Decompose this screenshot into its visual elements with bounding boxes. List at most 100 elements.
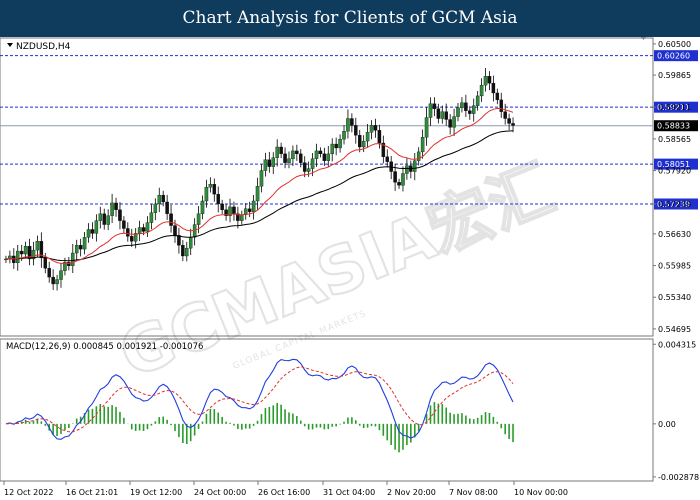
candle-body xyxy=(444,111,448,120)
candle-body xyxy=(401,173,405,186)
candle-body xyxy=(468,110,472,114)
candle-body xyxy=(196,213,201,225)
candle-body xyxy=(369,125,374,133)
level-price-tag xyxy=(654,101,698,113)
candle-body xyxy=(322,153,327,161)
candle-body xyxy=(165,201,169,214)
candle-body xyxy=(511,123,515,126)
price-panel xyxy=(0,37,654,337)
candle-body xyxy=(420,137,425,153)
candle-body xyxy=(177,235,181,246)
candle-body xyxy=(67,262,71,266)
candle-body xyxy=(98,213,103,221)
candle-body xyxy=(361,140,366,148)
candle-body xyxy=(460,102,464,108)
candle-body xyxy=(326,153,331,161)
candle-body xyxy=(334,143,338,149)
price-tick-label: 0.60500 xyxy=(658,40,691,49)
candle-body xyxy=(464,102,468,111)
price-tick-label: 0.55340 xyxy=(658,293,691,302)
level-price-label: 0.57239 xyxy=(657,200,690,209)
candle-body xyxy=(405,165,409,174)
macd-panel xyxy=(0,338,654,482)
candle-body xyxy=(251,200,256,212)
x-tick-label: 26 Oct 16:00 xyxy=(258,488,310,497)
ema-short-line xyxy=(5,107,514,265)
candle-body xyxy=(86,229,91,238)
level-price-label: 0.59211 xyxy=(657,103,690,112)
candle-body xyxy=(122,220,126,229)
candle-body xyxy=(247,208,252,212)
candle-body xyxy=(271,157,276,167)
candle-body xyxy=(310,158,315,169)
candle-body xyxy=(283,153,287,163)
candle-body xyxy=(35,241,40,251)
scroll-marker-icon[interactable] xyxy=(640,37,647,40)
candle-body xyxy=(306,168,311,172)
collapse-triangle-icon[interactable] xyxy=(7,43,13,47)
macd-tick-label: 0.004315 xyxy=(658,340,696,349)
candle-body xyxy=(487,76,492,84)
candle-body xyxy=(243,208,248,215)
candle-body xyxy=(157,194,162,205)
macd-tick-label: 0.00 xyxy=(658,420,676,429)
candle-body xyxy=(137,227,142,234)
price-chart: GCMASIA宏汇 GLOBAL CAPITAL MARKETS 0.60260… xyxy=(0,37,699,497)
current-price-tag xyxy=(654,120,698,132)
price-tick-label: 0.58565 xyxy=(658,135,691,144)
candle-body xyxy=(255,186,260,202)
candle-body xyxy=(55,279,59,285)
candle-body xyxy=(397,182,401,186)
candle-body xyxy=(365,132,370,142)
candle-body xyxy=(236,213,240,221)
ema-long-line xyxy=(5,130,514,262)
candle-body xyxy=(94,220,99,234)
candle-body xyxy=(448,119,452,128)
candle-body xyxy=(129,236,134,242)
candle-body xyxy=(118,209,122,221)
candle-body xyxy=(413,160,417,172)
price-tick-label: 0.54695 xyxy=(658,325,691,334)
candle-body xyxy=(133,233,138,242)
candle-body xyxy=(377,130,382,144)
candle-body xyxy=(381,142,386,157)
candle-body xyxy=(479,84,484,97)
candle-body xyxy=(19,250,24,255)
level-price-label: 0.60260 xyxy=(657,52,690,61)
candle-body xyxy=(393,171,397,183)
candle-body xyxy=(232,206,236,214)
candle-body xyxy=(173,225,177,236)
price-tick-label: 0.59211 xyxy=(658,103,691,112)
candle-body xyxy=(59,270,63,280)
candle-body xyxy=(82,237,87,250)
price-tick-label: 0.59865 xyxy=(658,71,691,80)
x-tick-label: 16 Oct 21:01 xyxy=(66,488,118,497)
candle-body xyxy=(373,125,378,131)
symbol-label: NZDUSD,H4 xyxy=(16,42,71,52)
candle-body xyxy=(424,117,429,138)
candle-body xyxy=(295,150,299,155)
candle-body xyxy=(200,200,205,214)
candle-body xyxy=(503,111,507,119)
x-tick-label: 24 Oct 00:00 xyxy=(194,488,246,497)
candle-body xyxy=(47,268,51,278)
price-tick-label: 0.57239 xyxy=(658,200,691,209)
candle-body xyxy=(228,206,232,216)
candle-body xyxy=(51,276,55,285)
candle-body xyxy=(350,118,354,126)
candle-body xyxy=(39,241,44,259)
candle-body xyxy=(416,151,421,161)
candle-body xyxy=(338,138,342,149)
level-price-tag xyxy=(654,50,698,62)
candle-body xyxy=(240,214,244,221)
candle-body xyxy=(428,103,433,118)
candle-body xyxy=(78,245,83,250)
candle-body xyxy=(63,262,67,271)
candle-body xyxy=(299,153,303,163)
candle-body xyxy=(208,184,213,188)
x-tick-label: 7 Nov 08:00 xyxy=(449,488,498,497)
candle-body xyxy=(436,108,441,119)
candle-body xyxy=(267,159,272,167)
candle-body xyxy=(188,237,193,249)
candle-body xyxy=(385,156,389,162)
